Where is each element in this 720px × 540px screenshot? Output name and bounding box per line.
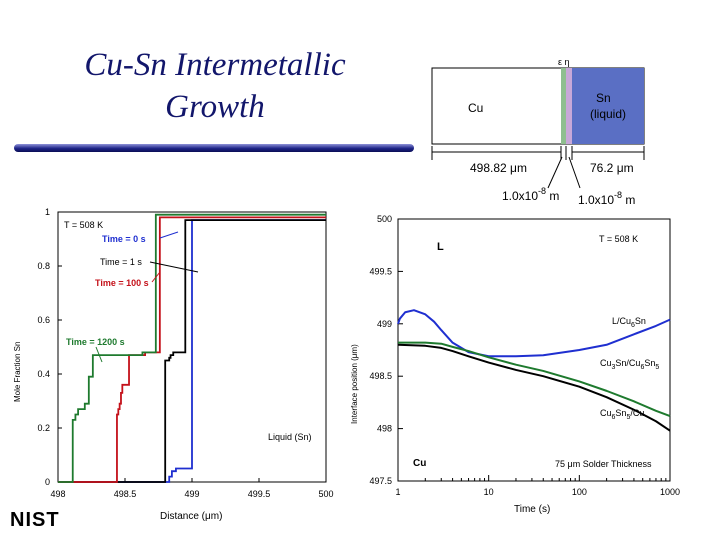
nist-logo: NIST [10,509,60,531]
interface-chart: 1 10 100 1000 497.5 498 498.5 499 499.5 500 L T =… [350,214,680,515]
title-line-1: Cu-Sn Intermetallic [84,47,346,83]
right-plot-frame [397,218,671,482]
right-series-lines [397,309,671,432]
sn-width-label: 76.2 μm [590,161,634,175]
left-x-tick-label: 500 [318,489,333,499]
left-y-tick-label: 0.2 [37,423,50,433]
label-time-1: Time = 1 s [100,257,142,267]
geometry-schematic: Cu Sn (liquid) ε η 498.82 μm 76.2 μm 1.0… [431,57,645,207]
right-y-axis-label: Interface position (μm) [350,344,359,424]
left-series-lines [58,213,326,483]
left-x-tick-label: 499.5 [248,489,271,499]
left-series-line-0 [58,219,326,483]
layer-1-thickness: 1.0x10-8 m [502,186,559,203]
label-solder-thickness: 75 μm Solder Thickness [555,459,652,469]
concentration-chart: 498 498.5 499 499.5 500 0 0.2 0.4 0.6 0.8 1 T = 50… [13,207,334,522]
right-x-axis-label: Time (s) [514,504,550,515]
left-x-tick-label: 498.5 [114,489,137,499]
pointer-time-1 [149,261,199,273]
right-y-tick-label: 498.5 [369,371,392,381]
cu-region-label: Cu [468,101,483,115]
label-time-1200: Time = 1200 s [66,337,125,347]
right-y-tick-label: 498 [377,424,392,434]
label-cu-phase: Cu [413,458,426,469]
left-series-line-1 [58,219,326,483]
right-series-line-0 [397,309,671,358]
right-x-tick-label: 1 [395,487,400,497]
left-x-axis-label: Distance (μm) [160,511,222,522]
layer-1-arrow [547,156,563,189]
right-y-tick-label: 500 [377,214,392,224]
slide-title: Cu-Sn Intermetallic Growth [20,44,410,128]
left-y-tick-label: 0.4 [37,369,50,379]
right-y-tick-label: 499 [377,319,392,329]
left-y-tick-label: 0.8 [37,261,50,271]
right-temp-label: T = 508 K [599,234,638,244]
label-l-cu6sn5: L/Cu6Sn [612,316,646,329]
label-time-100: Time = 100 s [95,278,149,288]
left-axis-ticks: 498 498.5 499 499.5 500 0 0.2 0.4 0.6 0.8 1 [37,207,333,499]
sn-region [572,68,644,144]
pointer-time-1200 [95,346,103,363]
layer-2-thickness: 1.0x10-8 m [578,190,635,207]
left-x-tick-label: 499 [184,489,199,499]
label-cu3sn-cu6sn5: Cu3Sn/Cu6Sn5 [600,358,659,371]
cu-width-label: 498.82 μm [470,161,527,175]
sn-region-label: Sn [596,91,611,105]
label-liquid: Liquid (Sn) [268,432,312,442]
sn-liquid-label: (liquid) [590,107,626,121]
right-y-tick-label: 499.5 [369,266,392,276]
right-series-line-1 [398,341,671,417]
left-y-axis-label: Mole Fraction Sn [13,342,22,402]
title-line-2: Growth [165,89,265,125]
epsilon-layer [561,68,566,144]
right-series-line-2 [397,343,671,432]
label-time-0: Time = 0 s [102,234,146,244]
left-y-tick-label: 0.6 [37,315,50,325]
right-x-tick-label: 1000 [660,487,680,497]
layer-2-arrow [568,156,581,189]
title-rule [14,144,414,152]
left-y-tick-label: 0 [45,477,50,487]
epsilon-eta-label: ε η [558,57,570,67]
label-liquid-phase: L [437,241,444,253]
right-x-tick-label: 100 [572,487,587,497]
right-x-tick-label: 10 [484,487,494,497]
pointer-time-0 [159,231,179,239]
left-temp-label: T = 508 K [64,220,103,230]
eta-layer [566,68,572,144]
left-y-tick-label: 1 [45,207,50,217]
left-series-line-3 [58,213,326,483]
pointer-time-100 [151,271,161,283]
right-y-tick-label: 497.5 [369,476,392,486]
left-x-tick-label: 498 [50,489,65,499]
label-cu3sn-cu: Cu6Sn5/Cu [600,408,644,421]
right-axis-ticks: 1 10 100 1000 497.5 498 498.5 499 499.5 500 [369,214,680,497]
